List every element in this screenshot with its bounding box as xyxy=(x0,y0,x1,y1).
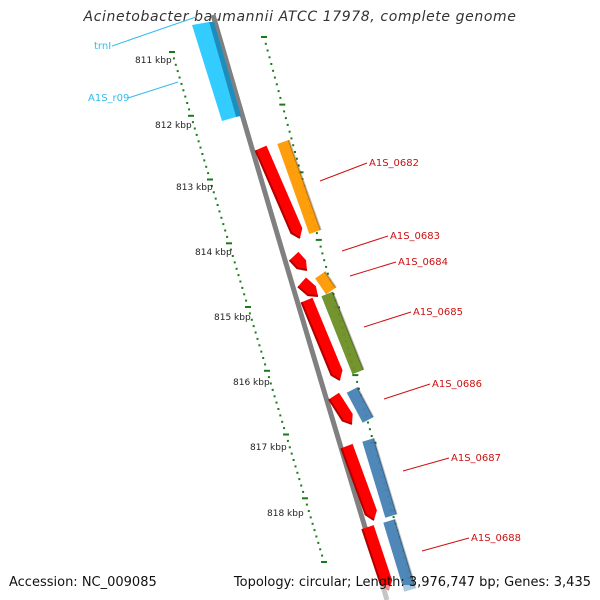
feature-label: A1S_0685 xyxy=(413,307,463,318)
feature-rna[interactable] xyxy=(192,22,241,121)
leader-line xyxy=(349,261,397,277)
feature-label: A1S_0686 xyxy=(432,379,482,390)
cds-arrow-shade xyxy=(288,259,308,271)
scale-label: 815 kbp xyxy=(214,313,251,323)
genome-backbone xyxy=(210,14,390,600)
scale-label: 814 kbp xyxy=(195,248,232,258)
cds-bar xyxy=(321,291,364,375)
scale-label: 811 kbp xyxy=(135,56,172,66)
inner-tick-ring xyxy=(169,51,327,563)
cds-bar xyxy=(277,140,321,234)
cds-bar xyxy=(383,519,416,592)
cds-arrow xyxy=(255,145,303,238)
leader-line xyxy=(127,81,179,99)
cds-bar-shade xyxy=(393,519,417,589)
leader-line xyxy=(402,457,450,472)
scale-label: 817 kbp xyxy=(250,443,287,453)
cds-arrow xyxy=(329,392,353,424)
feature-label: A1S_0682 xyxy=(369,158,419,169)
leader-line xyxy=(363,311,412,328)
leader-line xyxy=(383,383,431,400)
cds-arrow xyxy=(301,297,343,380)
cds-arrow xyxy=(362,525,393,590)
cds-bar xyxy=(346,387,374,423)
feature-label: A1S_0683 xyxy=(390,231,440,242)
cds-bar-shade xyxy=(356,386,375,418)
cds-bar-shade xyxy=(372,438,398,515)
feature-label: A1S_0687 xyxy=(451,453,501,464)
scale-label: 813 kbp xyxy=(176,183,213,193)
leader-line xyxy=(421,537,470,552)
scale-label: 818 kbp xyxy=(267,509,304,519)
map-title: Acinetobacter baumannii ATCC 17978, comp… xyxy=(83,9,517,25)
leader-line xyxy=(319,162,368,182)
feature-label: A1S_r09 xyxy=(88,93,129,104)
cds-bar-shade xyxy=(331,291,365,371)
leader-line xyxy=(111,16,197,47)
scale-label: 812 kbp xyxy=(155,121,192,131)
cds-bar xyxy=(315,271,336,295)
cds-arrow-shade xyxy=(340,447,375,521)
cds-features-outer[interactable] xyxy=(277,139,420,600)
cds-arrow-shade xyxy=(297,285,319,297)
scale-labels: 811 kbp 812 kbp 813 kbp 814 kbp 815 kbp 816 k… xyxy=(135,56,304,519)
cds-bar xyxy=(362,438,397,518)
cds-features-red[interactable] xyxy=(254,145,393,591)
feature-labels: trnI A1S_r09 A1S_0682 A1S_0683 A1S_0684 A1S_0… xyxy=(88,16,521,552)
summary-text: Topology: circular; Length: 3,976,747 bp… xyxy=(233,575,591,590)
scale-label: 816 kbp xyxy=(233,378,270,388)
cds-bar-shade xyxy=(324,271,337,289)
cds-arrow xyxy=(289,251,307,270)
cds-arrow-shade xyxy=(254,150,301,239)
cds-arrow-shade xyxy=(300,301,341,381)
cds-arrow xyxy=(341,443,377,520)
feature-label: A1S_0684 xyxy=(398,257,448,268)
feature-label: A1S_0688 xyxy=(471,533,521,544)
accession-text: Accession: NC_009085 xyxy=(9,575,157,590)
feature-label: trnI xyxy=(94,41,111,52)
cds-bar-shade xyxy=(287,139,322,231)
leader-line xyxy=(341,235,389,252)
cds-arrow-shade xyxy=(328,398,353,425)
cds-arrow xyxy=(298,277,318,296)
